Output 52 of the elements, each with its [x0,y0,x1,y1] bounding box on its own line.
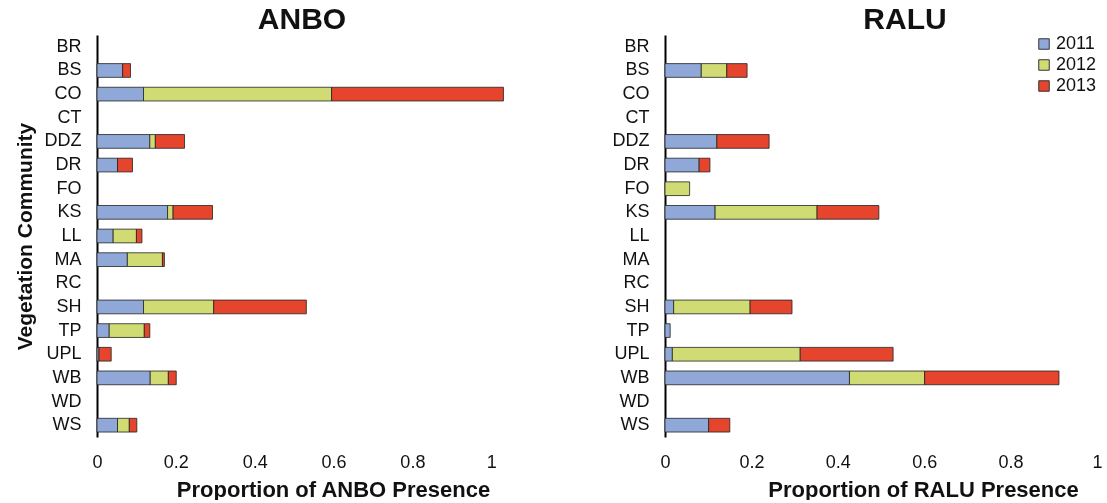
y-tick-label: WB [620,366,650,387]
y-tick-label: UPL [46,343,82,364]
y-tick-label: WD [51,390,82,411]
y-tick-label: WB [52,366,82,387]
y-tick-label: KS [625,201,650,222]
y-tick-label: KS [57,201,82,222]
y-tick-label: BS [625,59,650,80]
y-tick-label: DDZ [44,130,82,151]
y-tick-label: WS [620,414,650,435]
x-tick-label: 0.8 [998,451,1024,472]
y-tick-label: RC [623,272,650,293]
y-tick-label: SH [624,295,650,316]
y-tick-label: FO [624,177,650,198]
y-tick-label: MA [622,248,650,269]
chart-title: RALU [863,2,947,35]
y-tick-label: WD [619,390,650,411]
x-tick-label: 1 [486,451,497,472]
y-tick-label: TP [58,319,82,340]
x-tick-label: 0.4 [242,451,268,472]
y-tick-label: BS [57,59,82,80]
y-tick-label: SH [56,295,82,316]
y-tick-label: TP [626,319,650,340]
y-axis-title: Vegetation Community [12,122,36,351]
x-tick-label: 0.2 [739,451,765,472]
y-tick-label: LL [629,225,650,245]
legend-label: 2013 [1056,75,1097,95]
x-tick-label: 0.6 [321,451,347,472]
x-tick-label: 1 [1092,451,1103,472]
y-tick-label: UPL [614,343,650,364]
x-tick-label: 0.8 [400,451,426,472]
y-tick-label: DDZ [612,130,650,151]
y-tick-label: CO [54,83,82,104]
y-tick-label: CT [625,106,650,127]
y-tick-label: LL [61,225,82,245]
y-tick-label: RC [55,272,82,293]
x-tick-label: 0 [660,451,671,472]
legend-label: 2012 [1056,54,1097,74]
x-tick-label: 0.4 [825,451,851,472]
y-tick-label: BR [56,35,82,56]
y-tick-label: BR [624,35,650,56]
y-tick-label: CT [57,106,82,127]
x-tick-label: 0 [92,451,103,472]
y-tick-label: DR [623,154,650,175]
y-tick-label: DR [55,154,82,175]
y-tick-label: FO [56,177,82,198]
legend-label: 2011 [1056,33,1095,53]
y-tick-label: MA [54,248,82,269]
x-tick-label: 0.2 [163,451,189,472]
y-tick-label: WS [52,414,82,435]
chart-title: ANBO [257,2,347,35]
x-tick-label: 0.6 [912,451,938,472]
y-tick-label: CO [622,83,650,104]
